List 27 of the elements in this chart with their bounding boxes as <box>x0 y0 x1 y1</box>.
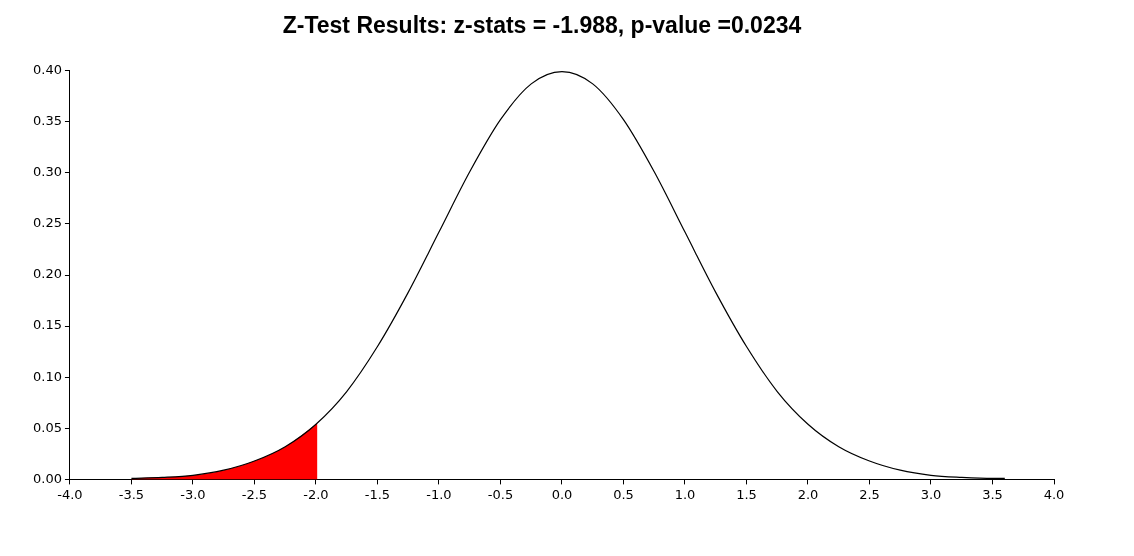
y-tick-label: 0.05 <box>32 419 62 435</box>
y-tick-label: 0.15 <box>32 317 62 333</box>
x-tick-label: -0.5 <box>487 486 514 502</box>
y-tick-label: 0.00 <box>32 470 62 486</box>
x-tick-label: -2.0 <box>303 486 329 502</box>
x-tick-label: -1.0 <box>426 486 452 502</box>
y-tick-label: 0.10 <box>32 368 62 384</box>
x-tick-label: 4.0 <box>1043 486 1065 502</box>
y-tick-label: 0.30 <box>32 164 62 180</box>
x-tick-label: -1.5 <box>364 486 391 502</box>
x-tick-label: -3.5 <box>118 486 145 502</box>
x-tick-label: 1.5 <box>736 486 757 502</box>
y-tick-label: 0.35 <box>32 113 62 129</box>
x-tick-label: -3.0 <box>180 486 206 502</box>
x-tick-label: -4.0 <box>57 486 83 502</box>
x-tick-label: 0.0 <box>551 486 573 502</box>
x-tick-label: 3.0 <box>920 486 942 502</box>
x-tick-label: 1.0 <box>674 486 696 502</box>
x-tick-label: -2.5 <box>241 486 268 502</box>
x-tick-label: 2.5 <box>859 486 880 502</box>
x-tick-label: 0.5 <box>613 486 634 502</box>
y-tick-label: 0.25 <box>32 215 62 231</box>
x-tick-label: 2.0 <box>797 486 819 502</box>
y-tick-label: 0.20 <box>32 266 62 282</box>
x-tick-label: 3.5 <box>982 486 1003 502</box>
chart-title: Z-Test Results: z-stats = -1.988, p-value =0.0234 <box>282 12 802 39</box>
y-tick-label: 0.40 <box>32 61 62 77</box>
